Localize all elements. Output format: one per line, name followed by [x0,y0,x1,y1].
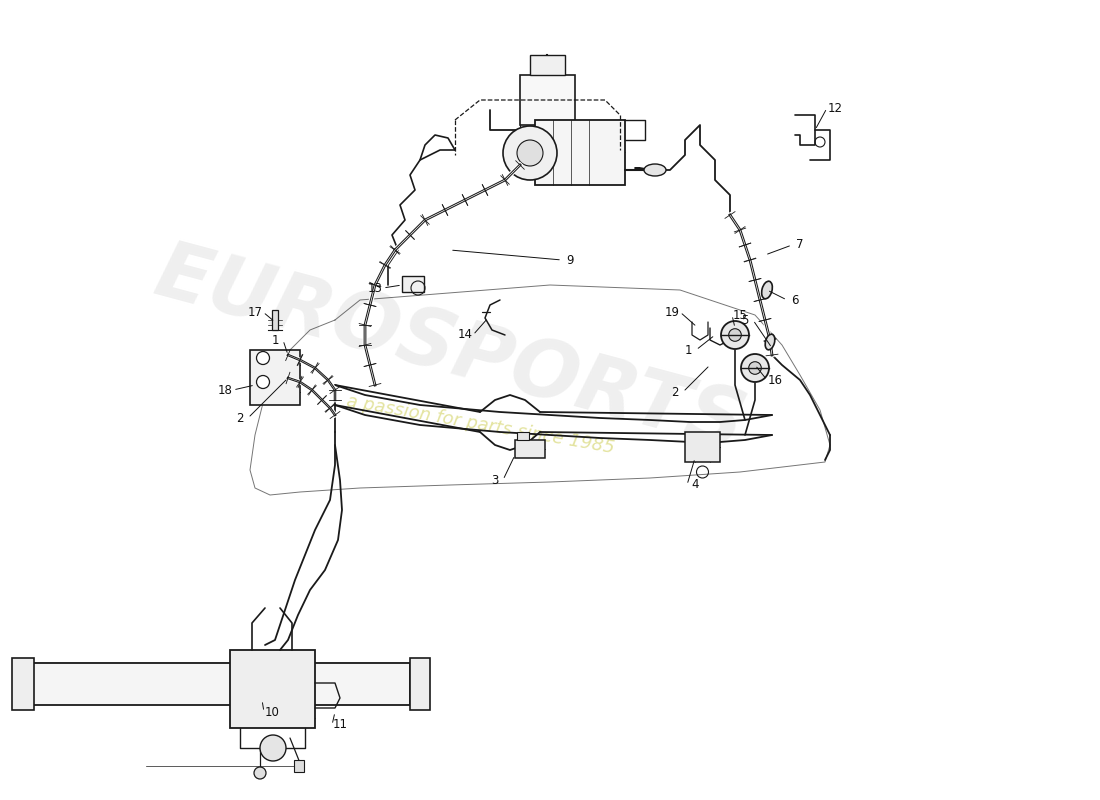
Bar [272,310,278,330]
Text: EUROSPORTS: EUROSPORTS [146,234,754,466]
Text: 17: 17 [248,306,263,318]
Bar [12,658,34,710]
Circle shape [741,354,769,382]
Bar [535,120,625,185]
Bar [230,650,315,728]
Circle shape [749,362,761,374]
Circle shape [254,767,266,779]
Circle shape [256,351,270,365]
Text: 2: 2 [671,386,679,398]
Circle shape [720,321,749,349]
Bar [517,432,529,440]
Text: 16: 16 [768,374,782,386]
Text: 3: 3 [492,474,498,486]
Circle shape [728,329,741,342]
Text: 14: 14 [458,329,473,342]
Bar [530,55,565,75]
Circle shape [256,375,270,389]
Text: 9: 9 [566,254,574,266]
Text: 11: 11 [332,718,348,731]
Text: 2: 2 [236,411,244,425]
Circle shape [260,735,286,761]
Ellipse shape [644,164,666,176]
Text: a passion for parts since 1985: a passion for parts since 1985 [344,393,615,458]
Bar [294,760,304,772]
Text: 1: 1 [684,343,692,357]
Ellipse shape [766,334,774,350]
Bar [410,658,430,710]
Text: 19: 19 [664,306,680,318]
Text: 13: 13 [367,282,383,294]
Text: 4: 4 [691,478,698,491]
Text: 10: 10 [265,706,279,718]
Text: 12: 12 [827,102,843,114]
Bar [520,75,575,125]
Text: 5: 5 [741,314,749,326]
Text: 15: 15 [733,309,747,322]
Bar [515,440,544,458]
Circle shape [503,126,557,180]
Text: 7: 7 [796,238,804,251]
Text: 1: 1 [272,334,278,346]
Bar [30,663,410,705]
Bar [250,350,300,405]
Bar [402,276,424,292]
Text: 18: 18 [218,383,232,397]
Text: 6: 6 [791,294,799,306]
Circle shape [517,140,543,166]
Ellipse shape [761,282,772,298]
Bar [685,432,720,462]
